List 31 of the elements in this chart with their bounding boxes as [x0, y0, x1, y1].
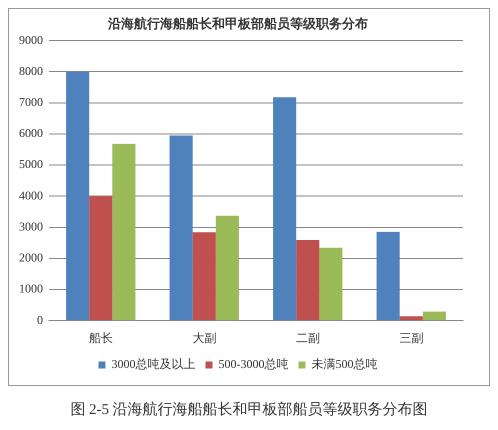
bar	[273, 97, 296, 320]
bar	[192, 232, 216, 320]
y-tick-label: 8000	[19, 64, 43, 78]
bar	[400, 316, 423, 320]
bar	[319, 248, 342, 320]
bar	[216, 216, 239, 320]
caption: 图 2-5 沿海航行海船船长和甲板部船员等级职务分布图	[69, 400, 429, 419]
y-tick-label: 6000	[19, 126, 43, 140]
y-tick-label: 5000	[19, 157, 43, 172]
y-tick-label: 3000	[19, 219, 43, 234]
bar	[422, 312, 446, 320]
y-tick-label: 9000	[19, 32, 43, 47]
y-tick-label: 0	[37, 312, 43, 327]
chart-title: 沿海航行海船船长和甲板部船员等级职务分布	[107, 16, 368, 32]
y-tick-label: 1000	[19, 282, 43, 296]
bar	[89, 196, 112, 320]
legend-label: 未满500总吨	[312, 357, 378, 372]
bar	[66, 72, 90, 320]
x-tick-label: 大副	[192, 330, 216, 345]
y-tick-label: 4000	[19, 188, 43, 202]
bar	[376, 232, 400, 320]
y-tick-label: 7000	[19, 94, 43, 109]
x-tick-label: 二副	[296, 330, 320, 345]
legend-label: 500-3000总吨	[218, 357, 288, 372]
legend-label: 3000总吨及以上	[112, 357, 196, 372]
bar	[112, 144, 136, 320]
bar	[296, 240, 320, 320]
bar	[170, 135, 193, 320]
x-tick-label: 船长	[88, 330, 113, 345]
x-tick-label: 三副	[399, 330, 424, 345]
y-tick-label: 2000	[19, 250, 43, 265]
